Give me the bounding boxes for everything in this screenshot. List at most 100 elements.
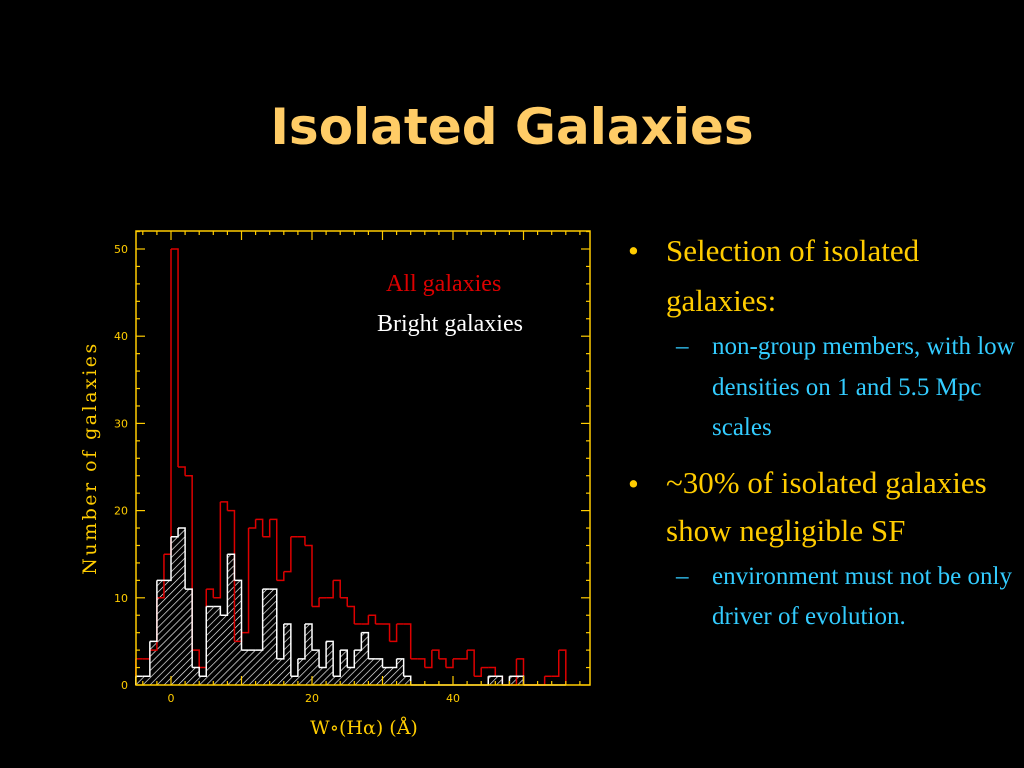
bright-bin-fill xyxy=(283,623,291,685)
bright-galaxies-bin xyxy=(304,623,313,651)
x-tick-label: 20 xyxy=(305,692,319,705)
x-axis-label: W∘(Hα) (Å) xyxy=(310,717,418,739)
bright-galaxies-bin xyxy=(171,528,179,538)
bright-bin-fill xyxy=(396,658,404,685)
all-galaxies-bin xyxy=(241,528,250,634)
sub-bullet-nongroup: – non-group members, with low densities … xyxy=(628,327,1018,449)
all-galaxies-bin xyxy=(178,466,186,476)
bright-galaxies-bin xyxy=(283,623,292,677)
y-tick-label: 10 xyxy=(114,592,128,605)
bright-galaxies-bin xyxy=(149,580,158,643)
bright-galaxies-bin xyxy=(142,641,151,678)
bright-bin-fill xyxy=(142,676,150,685)
bright-galaxies-bin xyxy=(396,658,405,677)
y-tick-label: 20 xyxy=(114,505,128,518)
all-galaxies-bin xyxy=(558,649,567,685)
bright-bin-fill xyxy=(241,650,249,685)
bright-galaxies-bin xyxy=(163,536,172,582)
legend-bright-galaxies: Bright galaxies xyxy=(377,311,523,337)
all-galaxies-bin xyxy=(417,658,426,668)
all-galaxies-bin xyxy=(262,519,271,538)
y-tick-label: 30 xyxy=(114,417,128,430)
plot-frame xyxy=(135,230,591,686)
bright-galaxies-bin xyxy=(255,589,264,651)
bright-bin-fill xyxy=(361,632,369,685)
bright-bin-fill xyxy=(192,667,200,685)
all-galaxies-bin xyxy=(460,650,468,660)
bright-galaxies-bin xyxy=(227,553,236,581)
bright-galaxies-bin xyxy=(502,676,511,686)
bright-galaxies-bin xyxy=(495,675,504,685)
all-galaxies-bin xyxy=(142,650,151,660)
bright-galaxies-bin xyxy=(333,650,341,678)
bullet-list: • Selection of isolated galaxies: – non-… xyxy=(628,226,1018,648)
all-galaxies-bin xyxy=(474,667,482,678)
bright-galaxies-bin xyxy=(481,676,489,686)
bright-bin-fill xyxy=(326,641,334,685)
bright-galaxies-bin xyxy=(290,658,299,678)
bright-bin-fill xyxy=(403,676,411,685)
bright-bin-fill xyxy=(178,528,186,685)
all-galaxies-bin xyxy=(304,544,313,607)
bright-galaxies-bin xyxy=(178,527,186,590)
bright-galaxies-bin xyxy=(340,649,348,668)
bright-bin-fill xyxy=(340,650,348,685)
bright-galaxies-bin xyxy=(326,640,334,677)
all-galaxies-bin xyxy=(220,501,229,511)
bright-bin-fill xyxy=(248,650,256,685)
all-galaxies-bin xyxy=(192,649,200,668)
bright-galaxies-bin xyxy=(234,579,243,651)
all-galaxies-bin xyxy=(403,623,412,659)
bright-galaxies-bin xyxy=(361,631,370,659)
bright-galaxies-bin xyxy=(297,623,306,660)
all-galaxies-bin xyxy=(269,518,278,581)
bright-galaxies-bin xyxy=(347,650,356,669)
bright-bin-fill xyxy=(488,676,496,685)
legend-all-galaxies: All galaxies xyxy=(386,271,501,297)
all-galaxies-bin xyxy=(213,501,222,599)
bright-bin-fill xyxy=(213,606,221,685)
bright-bin-fill xyxy=(509,676,517,685)
sub-bullet-environment: – environment must not be only driver of… xyxy=(628,557,1018,638)
all-galaxies-bin xyxy=(424,650,433,669)
y-tick-label: 0 xyxy=(121,679,128,692)
bright-bin-fill xyxy=(262,589,270,685)
all-galaxies-bin xyxy=(551,650,560,678)
all-galaxies-bin xyxy=(297,536,306,546)
all-galaxies-bin xyxy=(206,588,215,598)
all-galaxies-bin xyxy=(537,676,546,686)
all-galaxies-bin xyxy=(488,666,497,677)
y-tick-label: 50 xyxy=(114,243,128,256)
bright-bin-fill xyxy=(354,650,362,685)
all-galaxies-bin xyxy=(340,597,348,607)
all-galaxies-bin xyxy=(163,249,172,555)
all-galaxies-bin xyxy=(431,649,440,659)
all-galaxies-bin xyxy=(312,597,320,608)
bright-bin-fill xyxy=(375,658,383,685)
bright-galaxies-bin xyxy=(375,658,384,668)
bullet-selection: • Selection of isolated galaxies: xyxy=(628,226,1018,325)
bright-galaxies-bin xyxy=(220,554,229,616)
bright-bin-fill xyxy=(227,554,235,685)
all-galaxies-bin xyxy=(347,605,356,624)
bright-bin-fill xyxy=(171,536,179,685)
bright-galaxies-bin xyxy=(276,623,285,660)
bright-bin-fill xyxy=(347,667,355,685)
all-galaxies-bin xyxy=(389,623,398,643)
bright-bin-fill xyxy=(149,641,157,685)
all-galaxies-bin xyxy=(333,579,341,598)
x-tick-label: 40 xyxy=(446,692,460,705)
bright-galaxies-bin xyxy=(319,641,327,669)
bright-bin-fill xyxy=(312,650,320,685)
y-tick-label: 40 xyxy=(114,330,128,343)
bright-galaxies-bin xyxy=(213,605,222,616)
all-galaxies-bin xyxy=(438,658,447,668)
all-galaxies-bin xyxy=(248,519,257,529)
bright-galaxies-bin xyxy=(192,666,200,677)
bright-galaxies-bin xyxy=(389,658,398,669)
all-galaxies-bin xyxy=(326,580,334,599)
bullet-dot: • xyxy=(628,465,639,501)
bullet-dot: • xyxy=(628,233,639,268)
all-galaxies-bin xyxy=(382,623,391,642)
